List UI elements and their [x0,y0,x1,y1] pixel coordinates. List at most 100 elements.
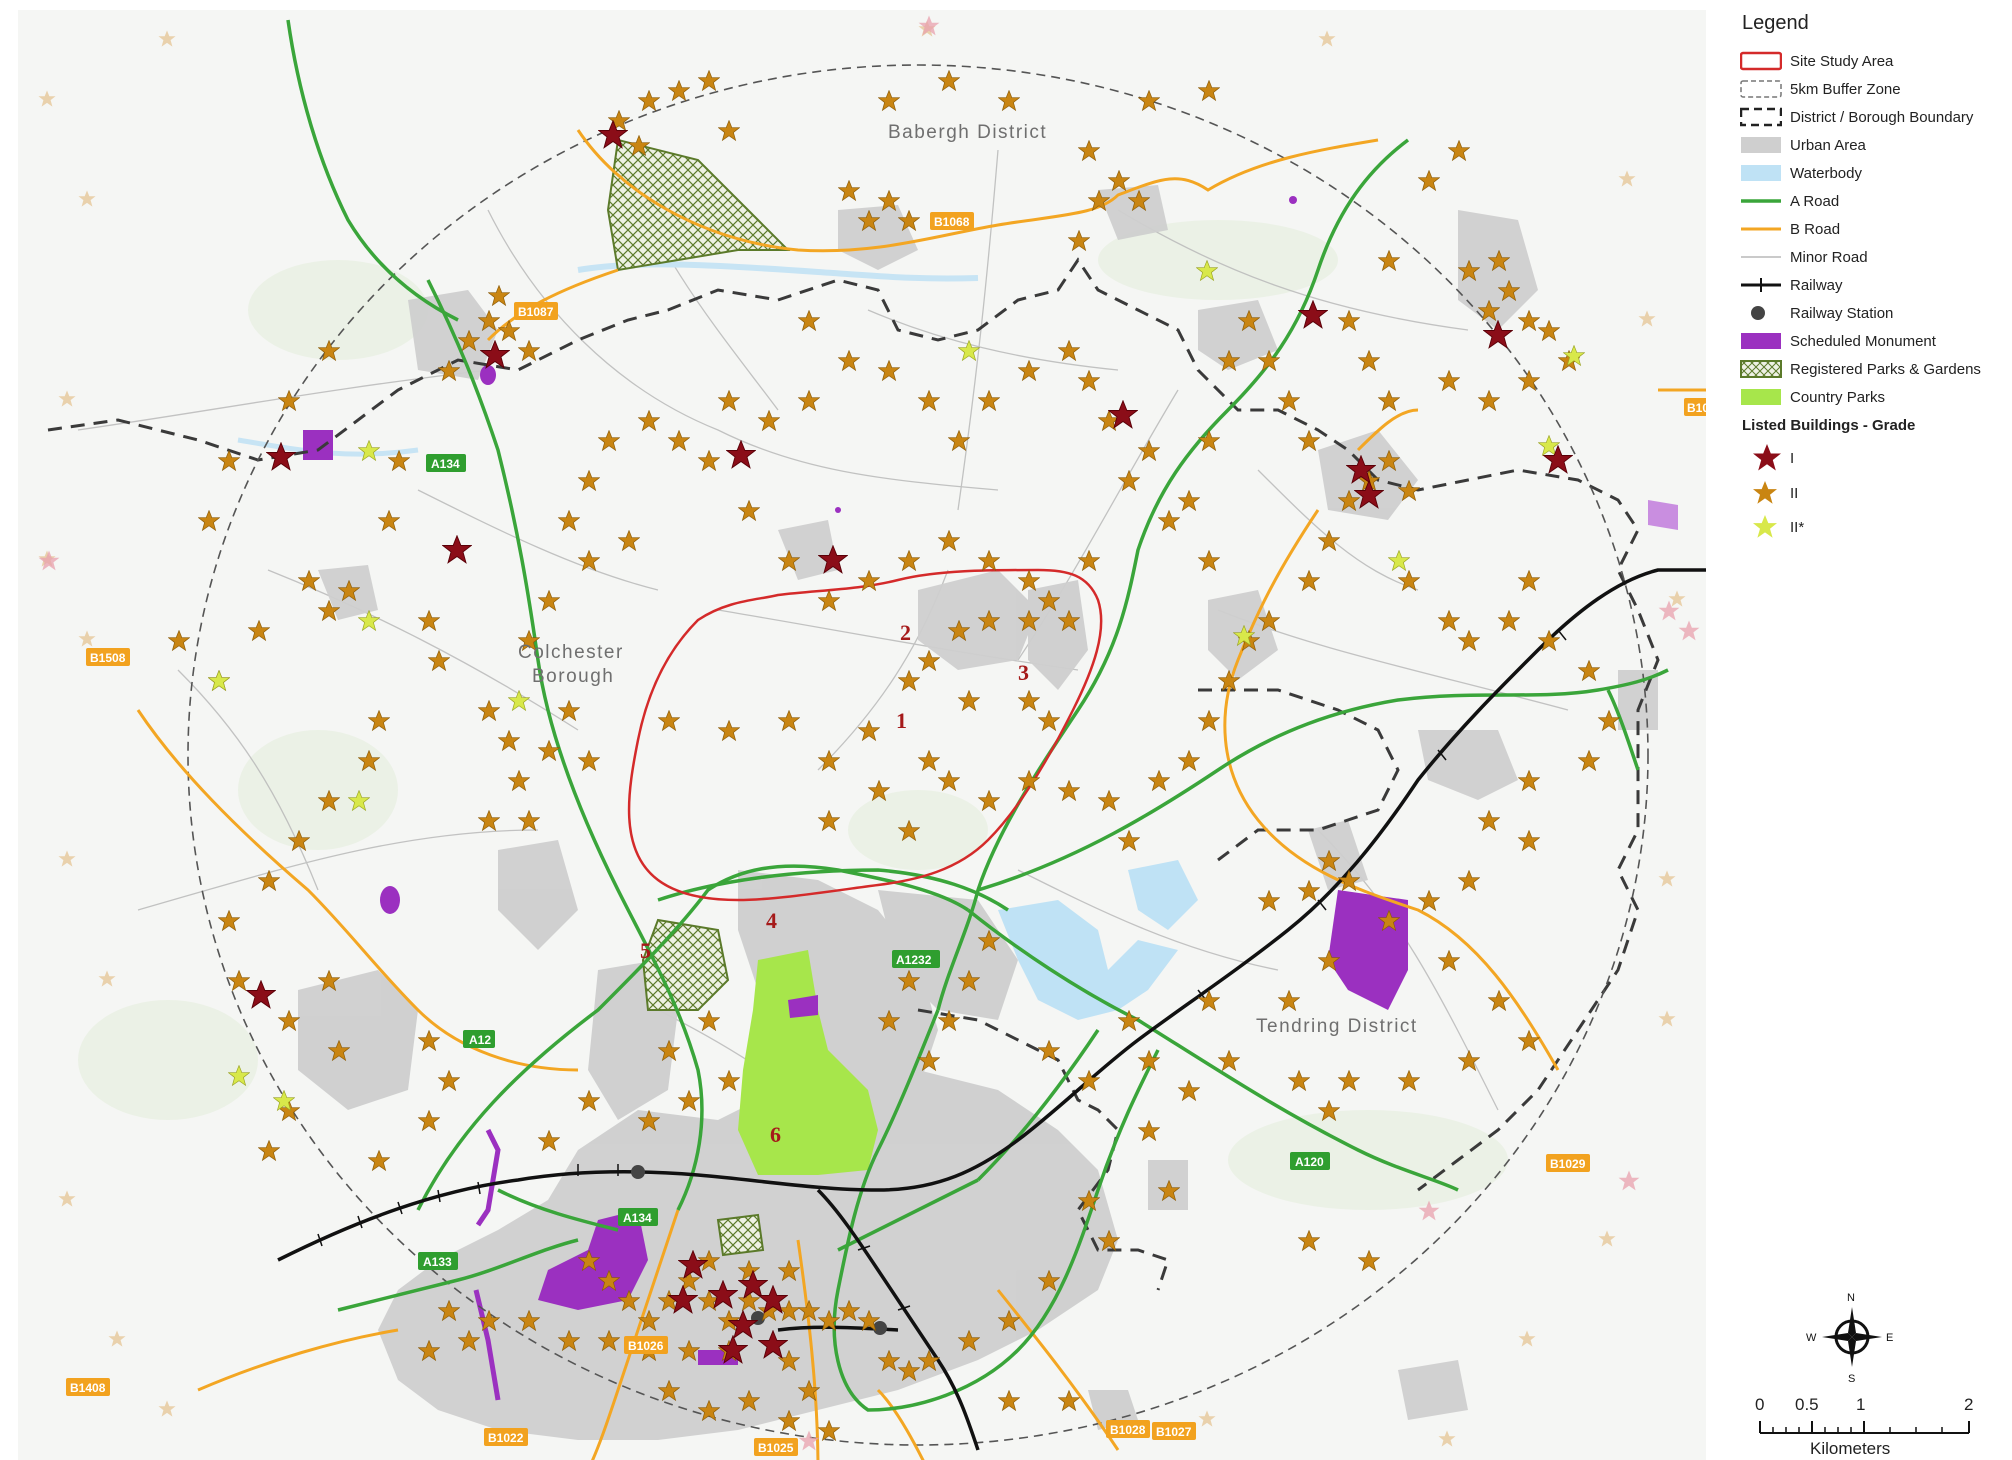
legend-grade-i: I [1740,440,2010,476]
legend-grade-ii: II [1740,476,2010,510]
road-label-b1087: B1087 [514,302,558,320]
legend-b-road: B Road [1740,215,2010,243]
railway-stations [631,1165,887,1335]
b-road-symbol [1740,219,1784,239]
site-number-3: 3 [1018,660,1029,685]
a-road-symbol [1740,191,1784,211]
svg-text:B1408: B1408 [70,1381,106,1395]
scheduled-monuments [303,196,1678,1401]
road-label-b1068: B1068 [930,212,974,230]
svg-text:B1068: B1068 [934,215,970,229]
svg-text:B1026: B1026 [628,1339,664,1353]
urban-area-symbol [1740,135,1784,155]
road-label-a1232: A1232 [892,950,940,968]
road-label-b1025: B1025 [754,1438,798,1456]
registered-parks-symbol [1740,359,1784,379]
railway-station-symbol [1740,303,1784,323]
road-label-b1026: B1026 [624,1336,668,1354]
legend-label: B Road [1790,220,1841,238]
svg-text:A134: A134 [623,1211,652,1225]
legend-district-boundary: District / Borough Boundary [1740,103,2010,131]
svg-text:B10: B10 [1687,401,1706,415]
legend-scheduled-monument: Scheduled Monument [1740,327,2010,355]
legend-label: Site Study Area [1790,52,1894,70]
star-grade-iistar-icon [1740,515,1784,538]
road-label-b1029: B1029 [1546,1154,1590,1172]
svg-text:B1027: B1027 [1156,1425,1192,1439]
road-label-a134-south: A134 [618,1208,658,1226]
road-label-b1508: B1508 [86,648,130,666]
label-babergh-district: Babergh District [888,122,1047,143]
a-roads [286,19,1669,1412]
railway-symbol [1740,275,1784,295]
legend-label: District / Borough Boundary [1790,108,1974,126]
scale-tick-0-5: 0.5 [1795,1395,1819,1414]
country-park-6 [738,950,878,1175]
scale-tick-2: 2 [1964,1395,1974,1414]
scale-tick-0: 0 [1755,1395,1765,1414]
legend-label: II [1790,484,1799,502]
legend-registered-parks: Registered Parks & Gardens [1740,355,2010,383]
district-boundary-symbol [1740,107,1784,127]
buffer-zone-symbol [1740,79,1784,99]
legend-country-parks: Country Parks [1740,383,2010,411]
scale-bar: 0 0.5 1 2 Kilometers [1740,1395,1980,1459]
legend-label: Waterbody [1790,164,1862,182]
country-parks-symbol [1740,387,1784,407]
svg-text:B1029: B1029 [1550,1157,1586,1171]
compass-icon: N E S W [1806,1292,1893,1385]
legend-label: Scheduled Monument [1790,332,1936,350]
north-arrow: N E S W [1800,1285,1900,1385]
site-study-area-symbol [1740,51,1784,71]
legend-label: Railway Station [1790,304,1894,322]
road-label-b1027: B1027 [1152,1422,1196,1440]
legend-railway: Railway [1740,271,2010,299]
b-roads [136,129,1706,1460]
north-letter: N [1847,1292,1855,1304]
scheduled-monument-symbol [1740,331,1784,351]
legend-title: Legend [1742,12,1809,34]
legend-site-study-area: Site Study Area [1740,47,2010,75]
label-colchester-line1: Colchester [518,642,624,663]
legend-label: 5km Buffer Zone [1790,80,1901,98]
road-label-a134-north: A134 [426,454,466,472]
svg-text:A1232: A1232 [896,953,932,967]
svg-text:B1087: B1087 [518,305,554,319]
west-letter: W [1806,1332,1817,1344]
south-letter: S [1848,1373,1855,1385]
scale-ruler [1759,1421,1970,1434]
landscape-background [78,220,1508,1210]
legend-label: Country Parks [1790,388,1886,406]
star-grade-i-icon [1740,444,1784,471]
label-tendring-district: Tendring District [1256,1016,1418,1037]
legend-label: Registered Parks & Gardens [1790,360,1981,378]
legend-a-road: A Road [1740,187,2010,215]
map-canvas[interactable]: Babergh District Colchester Borough Tend… [18,10,1706,1460]
svg-text:A134: A134 [431,457,460,471]
legend-railway-station: Railway Station [1740,299,2010,327]
legend-label: I [1790,449,1795,467]
site-number-5: 5 [640,938,651,963]
legend-urban-area: Urban Area [1740,131,2010,159]
road-label-b10-edge: B10 [1684,398,1706,416]
legend-listed-heading: Listed Buildings - Grade [1742,417,1916,434]
svg-text:B1025: B1025 [758,1441,794,1455]
legend-panel: Legend Site Study Area 5km Buffer Zone D… [1740,12,2010,538]
waterbody-symbol [1740,163,1784,183]
east-letter: E [1886,1332,1893,1344]
legend-label: A Road [1790,192,1840,210]
legend-label: Railway [1790,276,1843,294]
site-study-area [627,568,1103,902]
site-number-6: 6 [770,1122,781,1147]
road-label-b1028: B1028 [1106,1420,1150,1438]
map-svg: Babergh District Colchester Borough Tend… [38,15,1706,1460]
road-label-b1408: B1408 [66,1378,110,1396]
scale-tick-1: 1 [1856,1395,1866,1414]
minor-road-symbol [1740,247,1784,267]
railway-ties [317,629,1567,1311]
svg-text:B1508: B1508 [90,651,126,665]
road-label-a12: A12 [463,1030,495,1048]
legend-waterbody: Waterbody [1740,159,2010,187]
legend-grade-iistar: II* [1740,510,2010,544]
site-number-2: 2 [900,620,911,645]
